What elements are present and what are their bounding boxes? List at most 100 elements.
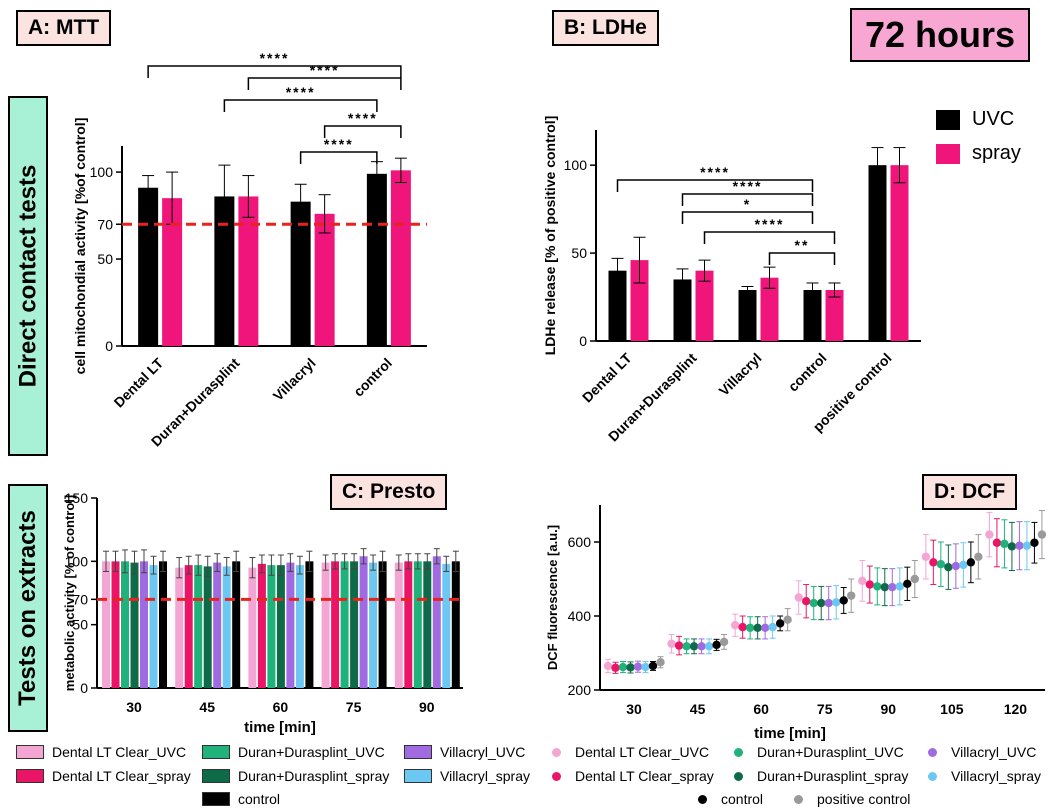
legend-swatch: [16, 769, 44, 783]
x-axis-label: time [min]: [244, 719, 316, 736]
significance-bracket: [299, 151, 378, 164]
duration-label: 72 hours: [850, 8, 1030, 62]
significance-label: ****: [260, 50, 290, 66]
x-tick-label: control: [350, 355, 395, 400]
significance-label: ****: [348, 110, 378, 126]
bar-presto-3-2: [276, 565, 285, 688]
legend-dot: [794, 794, 803, 804]
point-dcf-7-0: [656, 658, 665, 667]
y-tick-label: 600: [568, 534, 592, 550]
significance-bracket: [681, 211, 814, 224]
point-dcf-1-4: [865, 580, 874, 589]
legend-c-dd-uvc: Duran+Durasplint_UVC: [202, 744, 385, 760]
bar-uvc-3: [366, 173, 387, 346]
y-tick-label: 400: [568, 608, 592, 624]
y-tick-label: 0: [80, 680, 88, 696]
point-dcf-4-4: [888, 582, 897, 592]
point-dcf-1-0: [611, 663, 620, 672]
point-dcf-3-6: [1007, 542, 1017, 551]
bar-spray-3: [825, 290, 844, 341]
bar-presto-2-4: [413, 561, 422, 688]
point-dcf-0-2: [730, 621, 740, 630]
y-tick-label: 100: [564, 157, 588, 173]
legend-label: Dental LT Clear_spray: [575, 768, 714, 784]
point-dcf-0-5: [921, 552, 931, 561]
bar-presto-2-2: [267, 565, 276, 688]
x-tick-label: 45: [690, 701, 706, 717]
legend-c-control: control: [202, 791, 280, 807]
significance-label: ****: [733, 178, 763, 194]
significance-label: **: [795, 237, 810, 253]
legend-d-dlt-uvc: Dental LT Clear_UVC: [552, 744, 709, 760]
bar-spray-0: [162, 198, 183, 346]
bar-presto-5-4: [442, 563, 451, 688]
bar-spray-4: [890, 165, 909, 341]
point-dcf-0-3: [794, 593, 803, 602]
legend-d-v-spray: Villacryl_spray: [928, 768, 1041, 784]
point-dcf-1-3: [802, 597, 811, 606]
point-dcf-4-2: [760, 623, 770, 633]
significance-bracket: [681, 193, 814, 206]
bar-presto-5-0: [149, 565, 158, 688]
legend-d-control: control: [698, 791, 763, 807]
significance-bracket: [223, 99, 378, 112]
legend-dot: [734, 747, 743, 757]
legend-swatch: [202, 745, 230, 759]
significance-bracket: [703, 231, 836, 244]
bar-presto-0-2: [248, 567, 257, 688]
point-dcf-3-2: [753, 623, 762, 633]
point-dcf-6-6: [1030, 538, 1039, 547]
bar-presto-6-3: [378, 561, 387, 688]
significance-bracket: [768, 252, 836, 265]
significance-label: ****: [755, 216, 785, 232]
legend-label: Dental LT Clear_UVC: [52, 744, 187, 760]
bar-spray-3: [390, 170, 411, 346]
point-dcf-3-5: [944, 562, 953, 572]
point-dcf-5-0: [641, 662, 650, 672]
x-tick-label: Dental LT: [579, 349, 635, 405]
point-dcf-3-4: [880, 582, 889, 592]
legend-swatch: [202, 769, 230, 783]
legend-dot: [552, 747, 561, 757]
bar-spray-1: [238, 196, 259, 346]
legend-dot: [698, 794, 707, 804]
bar-spray-1: [695, 270, 714, 341]
legend-b-uvc: UVC: [936, 108, 1014, 131]
legend-label: Duran+Durasplint_spray: [238, 768, 390, 784]
direct-contact-label: Direct contact tests: [8, 96, 48, 456]
bar-presto-1-1: [184, 565, 193, 688]
point-dcf-2-4: [873, 582, 882, 591]
panel-c-title: C: Presto: [330, 474, 448, 510]
legend-swatch: [202, 792, 230, 806]
x-tick-label: 30: [126, 699, 142, 715]
significance-bracket: [323, 125, 402, 138]
significance-label: ****: [286, 84, 316, 100]
y-tick-label: 0: [579, 333, 587, 349]
legend-label: Duran+Durasplint_UVC: [757, 744, 904, 760]
point-dcf-7-6: [1037, 530, 1047, 539]
legend-label: control: [238, 791, 281, 807]
bar-presto-6-1: [232, 561, 241, 688]
y-tick-label: 50: [97, 251, 113, 267]
bar-presto-5-3: [369, 562, 378, 688]
point-dcf-3-3: [817, 598, 826, 608]
point-dcf-6-4: [903, 579, 912, 589]
legend-d-v-uvc: Villacryl_UVC: [928, 744, 1036, 760]
x-tick-label: 30: [626, 701, 642, 717]
significance-label: *: [744, 196, 751, 212]
significance-label: ****: [310, 62, 340, 78]
legend-dot: [734, 771, 743, 781]
bar-presto-2-0: [121, 561, 129, 688]
legend-b-spray: spray: [936, 142, 1021, 165]
bar-uvc-1: [214, 196, 235, 346]
significance-bracket: [247, 77, 402, 90]
panel-d-title: D: DCF: [922, 474, 1018, 510]
point-dcf-0-1: [667, 639, 676, 648]
bar-presto-6-0: [159, 561, 167, 688]
y-tick-label: 50: [571, 245, 587, 261]
extracts-label: Tests on extracts: [8, 484, 48, 732]
bar-presto-0-1: [175, 567, 184, 688]
x-tick-label: control: [785, 350, 830, 395]
significance-label: ****: [700, 164, 730, 180]
bar-uvc-2: [290, 201, 311, 346]
